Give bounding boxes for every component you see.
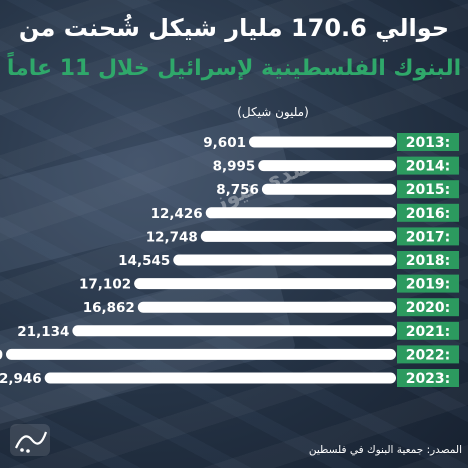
source-note: المصدر: جمعية البنوك في فلسطين bbox=[308, 444, 462, 456]
year-label-box bbox=[397, 203, 459, 222]
bar bbox=[72, 325, 396, 337]
year-tick-label: 2018: bbox=[406, 253, 451, 269]
bar bbox=[200, 230, 396, 242]
bar bbox=[205, 207, 396, 219]
bar bbox=[173, 254, 396, 266]
bar-value-label: 12,426 bbox=[151, 206, 203, 222]
year-label-box bbox=[397, 298, 459, 317]
bar-value-label: 9,601 bbox=[203, 135, 246, 151]
year-tick-label: 2019: bbox=[406, 277, 451, 293]
year-tick-label: 2020: bbox=[406, 300, 451, 316]
bar-value-label: 16,862 bbox=[83, 300, 135, 316]
year-tick-label: 2015: bbox=[406, 182, 451, 198]
year-label-box bbox=[397, 345, 459, 364]
year-label-box bbox=[397, 369, 459, 387]
year-label-box bbox=[397, 133, 459, 151]
bar bbox=[6, 348, 396, 360]
bar bbox=[258, 160, 396, 172]
bar bbox=[248, 136, 396, 148]
unit-label: (مليون شيكل) bbox=[237, 105, 309, 119]
bar-value-label: 21,134 bbox=[17, 324, 69, 340]
year-tick-label: 2016: bbox=[406, 206, 451, 222]
bar-value-label: 17,102 bbox=[79, 277, 131, 293]
chart-subtitle: البنوك الفلسطينية لإسرائيل خلال 11 عاماً bbox=[6, 56, 462, 81]
bar-value-label: 22,946 bbox=[0, 371, 42, 387]
year-tick-label: 2023: bbox=[406, 371, 451, 387]
bar-value-label: 14,545 bbox=[118, 253, 170, 269]
year-label-box bbox=[397, 156, 459, 175]
year-tick-label: 2021: bbox=[406, 324, 451, 340]
bar-value-label: 12,748 bbox=[146, 229, 198, 245]
year-label-box bbox=[397, 251, 459, 269]
year-label-box bbox=[397, 227, 459, 246]
year-tick-label: 2022: bbox=[406, 347, 451, 363]
year-label-box bbox=[397, 180, 459, 199]
year-label-box bbox=[397, 274, 459, 293]
year-tick-label: 2014: bbox=[406, 159, 451, 175]
bar bbox=[134, 278, 396, 290]
bar-value-label: 8,756 bbox=[216, 182, 259, 198]
chart-title: حوالي 170.6 مليار شيكل شُحنت من bbox=[18, 14, 450, 42]
year-label-box bbox=[397, 321, 459, 340]
bar bbox=[261, 183, 396, 195]
year-tick-label: 2013: bbox=[406, 135, 451, 151]
bar bbox=[44, 372, 396, 384]
bar-value-label: 25,470 bbox=[0, 347, 3, 363]
year-tick-label: 2017: bbox=[406, 229, 451, 245]
bar bbox=[137, 301, 397, 313]
brand-logo bbox=[10, 424, 50, 456]
bar-value-label: 8,995 bbox=[213, 159, 256, 175]
